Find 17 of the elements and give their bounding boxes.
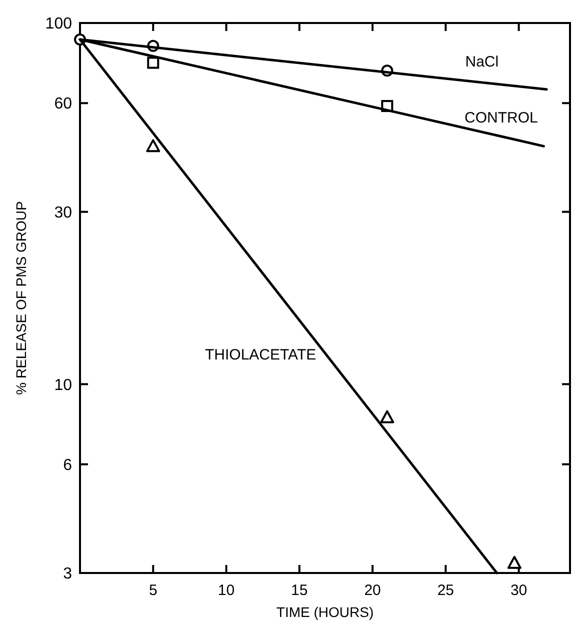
x-tick-label: 15 bbox=[291, 582, 308, 599]
x-axis-title: TIME (HOURS) bbox=[276, 604, 374, 620]
y-tick-label: 60 bbox=[54, 96, 72, 113]
y-tick-label: 3 bbox=[63, 566, 72, 583]
y-tick-label: 10 bbox=[54, 376, 72, 394]
series-label: THIOLACETATE bbox=[204, 346, 316, 364]
x-tick-label: 20 bbox=[364, 582, 381, 599]
x-tick-label: 30 bbox=[510, 582, 528, 599]
y-axis-title: % RELEASE OF PMS GROUP bbox=[13, 201, 29, 395]
series-label: CONTROL bbox=[464, 110, 538, 127]
y-tick-label: 30 bbox=[54, 204, 72, 222]
x-tick-label: 25 bbox=[437, 582, 454, 599]
x-tick-label: 10 bbox=[218, 582, 235, 599]
x-tick-label: 5 bbox=[148, 582, 158, 599]
y-tick-label: 6 bbox=[63, 456, 72, 474]
y-tick-label: 100 bbox=[45, 16, 72, 33]
series-label: NaCl bbox=[465, 53, 499, 70]
